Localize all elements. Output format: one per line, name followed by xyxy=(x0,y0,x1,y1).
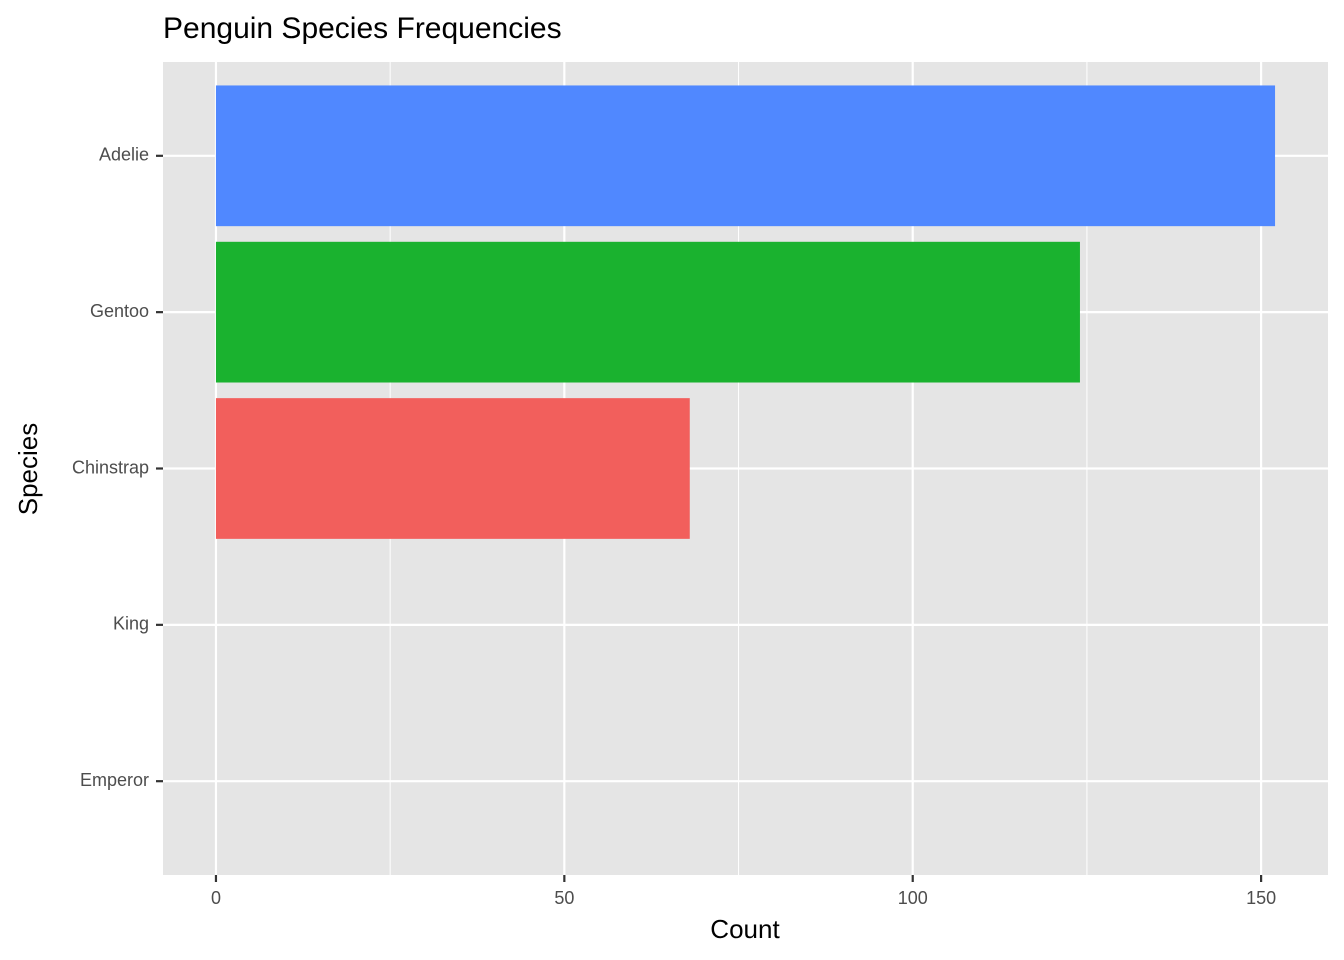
bar xyxy=(215,241,1080,383)
x-tick-label: 100 xyxy=(898,888,928,908)
y-tick-label: Emperor xyxy=(80,770,149,790)
x-tick-label: 50 xyxy=(554,888,574,908)
bar xyxy=(215,85,1276,227)
bar xyxy=(215,398,690,539)
y-axis-title: Species xyxy=(13,423,43,516)
y-tick-label: Chinstrap xyxy=(72,457,149,477)
plot-layer: 0 50 100 150 Adelie Gentoo Chinstrap King Empero… xyxy=(72,62,1328,908)
y-tick-label: King xyxy=(113,614,149,634)
chart-title: Penguin Species Frequencies xyxy=(163,12,562,45)
y-tick-label: Gentoo xyxy=(90,301,149,321)
x-tick-label: 0 xyxy=(211,888,221,908)
x-axis-title: Count xyxy=(710,914,780,944)
y-tick-label: Adelie xyxy=(99,145,149,165)
x-tick-label: 150 xyxy=(1246,888,1276,908)
